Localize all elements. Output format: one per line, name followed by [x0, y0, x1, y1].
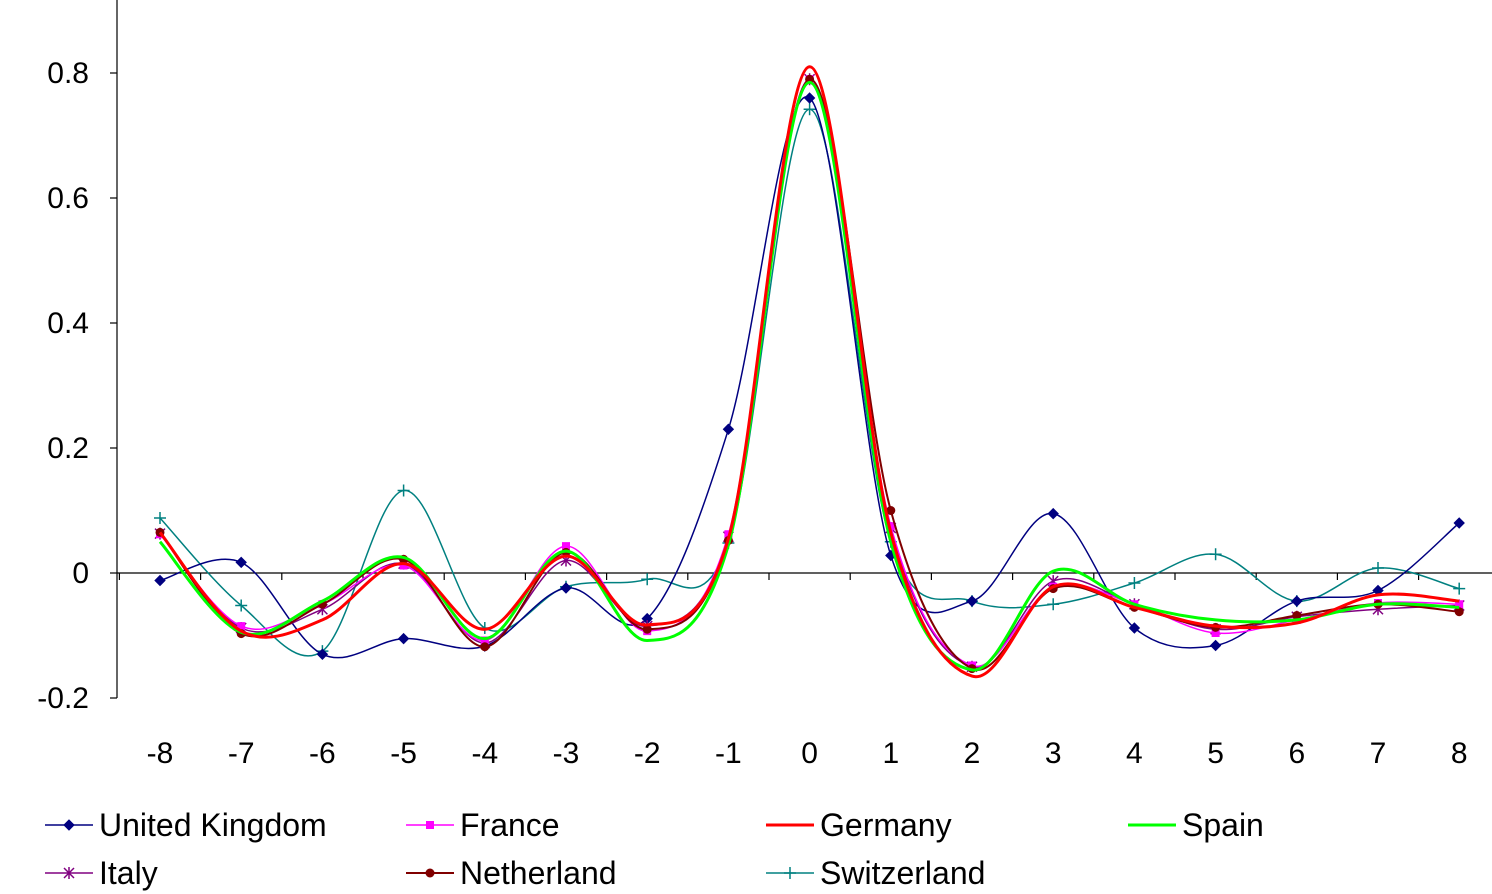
legend-item-switzerland: Switzerland: [766, 855, 985, 891]
data-point-netherland: [480, 642, 490, 652]
legend-label: United Kingdom: [99, 807, 327, 843]
x-tick-label: -6: [309, 737, 336, 770]
data-point-france: [480, 636, 489, 645]
legend-label: Spain: [1182, 807, 1264, 843]
data-point-united-kingdom: [1453, 517, 1465, 529]
x-tick-label: 1: [882, 737, 899, 770]
y-tick-label: 0.6: [47, 182, 89, 215]
data-point-france: [1211, 629, 1220, 637]
legend-item-united-kingdom: United Kingdom: [45, 807, 327, 843]
x-tick-label: -4: [471, 737, 498, 770]
x-tick-label: 3: [1045, 737, 1062, 770]
data-point-united-kingdom: [316, 648, 329, 660]
y-tick-label: 0.2: [47, 432, 89, 465]
legend-item-germany: Germany: [766, 807, 952, 843]
x-tick-label: 6: [1288, 737, 1305, 770]
data-point-netherland: [642, 624, 652, 634]
legend-label: Italy: [99, 855, 158, 891]
legend-item-spain: Spain: [1128, 807, 1264, 843]
legend-marker: [784, 867, 796, 879]
data-point-switzerland: [1128, 577, 1141, 589]
legend-label: Switzerland: [820, 855, 985, 891]
y-tick-label: 0: [72, 557, 89, 590]
series-line-switzerland: [159, 108, 1460, 657]
series-line-germany: [158, 65, 1460, 679]
data-point-switzerland: [154, 512, 166, 524]
x-tick-label: 4: [1126, 737, 1143, 770]
x-tick-label: -2: [634, 737, 661, 770]
series-switzerland: [154, 103, 1466, 658]
data-point-france: [399, 561, 408, 570]
data-point-switzerland: [641, 573, 654, 586]
series-line-spain: [158, 80, 1460, 672]
data-point-switzerland: [1209, 548, 1222, 561]
data-point-united-kingdom: [235, 556, 247, 569]
data-point-switzerland: [235, 599, 248, 612]
y-tick-label: -0.2: [37, 682, 89, 715]
data-point-united-kingdom: [722, 423, 735, 435]
x-tick-label: -7: [228, 737, 255, 770]
legend-item-italy: Italy: [45, 855, 158, 891]
data-point-switzerland: [803, 103, 816, 116]
legend-item-netherland: Netherland: [406, 855, 617, 891]
x-tick-label: 2: [964, 737, 981, 770]
chart-axes: -0.2 0 0.2 0.4 0.6 0.8 -8 -7 -6 -5 -4 -3 -2 -1 0 1 2 3 4 5 6…: [37, 0, 1492, 770]
x-tick-label: 5: [1207, 737, 1224, 770]
x-tick-label: 0: [801, 737, 818, 770]
legend-marker: [63, 867, 75, 879]
data-point-united-kingdom: [1209, 639, 1222, 652]
x-tick-label: -1: [715, 737, 742, 770]
data-point-netherland: [1292, 611, 1302, 620]
legend-marker: [63, 819, 75, 831]
data-point-switzerland: [397, 484, 410, 497]
data-point-switzerland: [1047, 598, 1060, 611]
data-point-netherland: [886, 506, 896, 515]
data-point-switzerland: [1453, 582, 1466, 595]
y-tick-label: 0.4: [47, 307, 89, 340]
data-point-switzerland: [1372, 562, 1384, 574]
series-layer: [154, 65, 1466, 679]
data-point-united-kingdom: [803, 92, 816, 104]
data-point-france: [1455, 600, 1464, 609]
series-line-netherland: [159, 78, 1460, 671]
legend-item-france: France: [406, 807, 560, 843]
data-point-united-kingdom: [966, 595, 978, 607]
x-tick-label: 8: [1451, 737, 1468, 770]
legend-label: France: [460, 807, 560, 843]
x-tick-label: -8: [147, 737, 174, 770]
series-spain: [158, 80, 1460, 672]
series-netherland: [155, 74, 1464, 674]
x-tick-label: -3: [553, 737, 580, 770]
data-point-united-kingdom: [1291, 595, 1303, 607]
legend-marker: [425, 868, 435, 878]
series-germany: [158, 65, 1460, 679]
x-tick-label: 7: [1370, 737, 1387, 770]
data-point-united-kingdom: [560, 582, 572, 594]
series-united-kingdom: [154, 92, 1465, 660]
legend-label: Germany: [820, 807, 952, 843]
data-point-france: [237, 622, 246, 631]
legend-marker: [426, 821, 434, 829]
data-point-united-kingdom: [1047, 507, 1059, 520]
data-point-netherland: [1454, 607, 1464, 617]
legend-label: Netherland: [460, 855, 617, 891]
data-point-united-kingdom: [1128, 622, 1141, 634]
data-point-united-kingdom: [154, 574, 166, 587]
data-point-france: [562, 542, 570, 551]
x-tick-label: -5: [390, 737, 417, 770]
chart-legend: United Kingdom France Germany Spain Italy Net…: [45, 807, 1264, 891]
data-point-united-kingdom: [397, 632, 410, 645]
data-point-france: [886, 522, 895, 531]
y-tick-label: 0.8: [47, 57, 89, 90]
